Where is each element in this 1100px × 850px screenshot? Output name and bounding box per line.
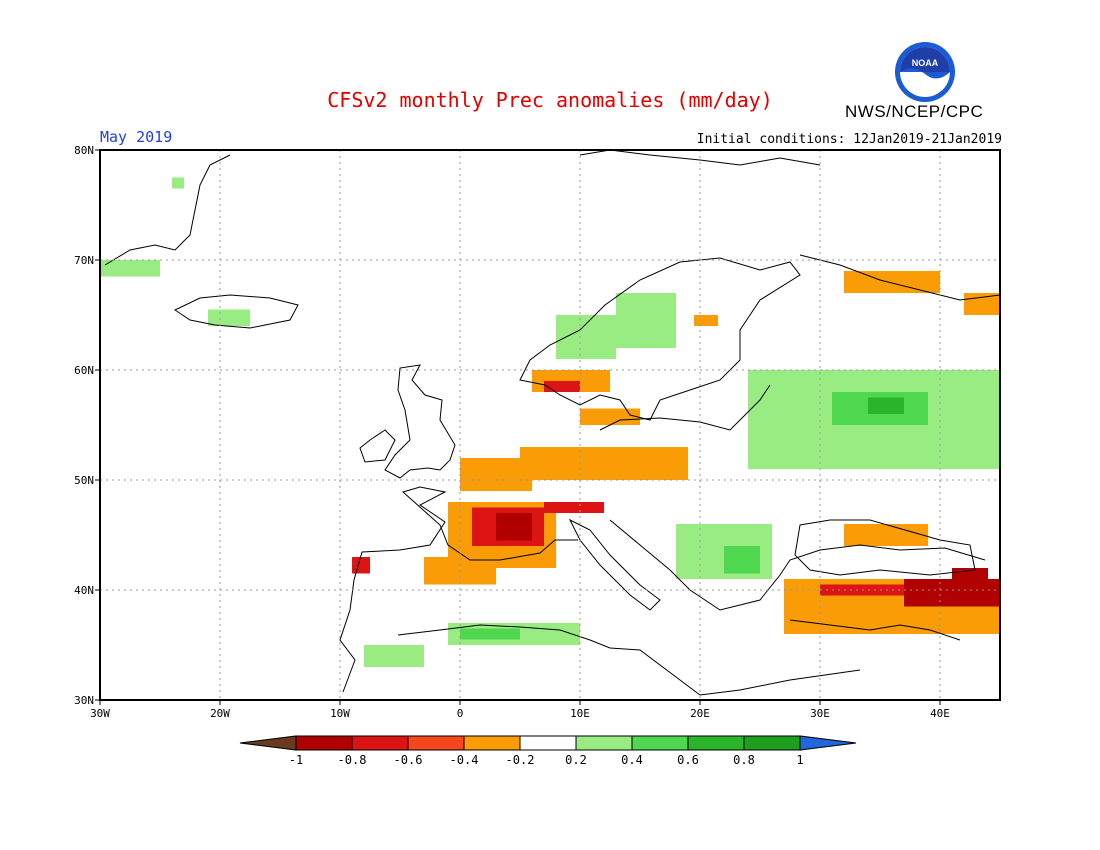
coastline-arctic-russia	[799, 254, 1001, 301]
coastline-turkey-south	[789, 619, 961, 641]
coastline-britain	[384, 364, 456, 479]
anomaly-region	[844, 271, 940, 293]
coastline-italy	[568, 518, 661, 611]
initial-conditions-label: Initial conditions: 12Jan2019-21Jan2019	[696, 132, 1002, 147]
coastline-ireland	[359, 429, 396, 463]
coastline-iberia	[339, 486, 578, 693]
coastline-scandinavia	[519, 257, 801, 421]
longitude-tick-label: 10W	[330, 707, 350, 720]
anomaly-region	[964, 293, 1000, 315]
anomaly-region	[460, 628, 520, 640]
anomaly-region	[520, 447, 688, 480]
latitude-tick-label: 30N	[74, 694, 94, 707]
graticule	[100, 150, 1000, 700]
latitude-tick-label: 40N	[74, 584, 94, 597]
coastline-balkans	[609, 519, 986, 611]
anomaly-region	[952, 568, 988, 590]
anomaly-region	[100, 260, 160, 277]
anomaly-region	[208, 309, 250, 326]
longitude-tick-label: 30W	[90, 707, 110, 720]
noaa-logo-icon: NOAA	[895, 42, 955, 102]
agency-label: NWS/NCEP/CPC	[845, 102, 984, 121]
anomaly-region	[868, 397, 904, 414]
coastline-greenland	[104, 154, 231, 266]
noaa-logo-text: NOAA	[912, 58, 939, 68]
anomaly-region	[172, 177, 184, 189]
longitude-tick-label: 30E	[810, 707, 830, 720]
anomaly-region	[844, 524, 928, 546]
coastline-iceland	[173, 294, 299, 329]
latitude-tick-label: 70N	[74, 254, 94, 267]
forecast-month-label: May 2019	[100, 128, 173, 146]
anomaly-region	[460, 458, 532, 491]
chart-title: CFSv2 monthly Prec anomalies (mm/day)	[327, 88, 773, 112]
anomaly-region	[580, 408, 640, 425]
longitude-tick-label: 0	[457, 707, 464, 720]
anomaly-region	[694, 315, 718, 326]
longitude-tick-label: 10E	[570, 707, 590, 720]
longitude-tick-label: 20W	[210, 707, 230, 720]
latitude-tick-label: 60N	[74, 364, 94, 377]
coastline-layer	[104, 149, 1001, 696]
anomaly-fill-layer	[100, 177, 1000, 667]
anomaly-region	[724, 546, 760, 574]
longitude-tick-labels: 30W 20W 10W 0 10E 20E 30E 40E	[90, 700, 950, 720]
map-frame	[99, 149, 1001, 701]
anomaly-region	[544, 381, 580, 392]
anomaly-region	[544, 502, 604, 513]
coastline-black-sea	[794, 519, 976, 576]
anomaly-region	[364, 645, 424, 667]
anomaly-region	[616, 293, 676, 348]
coastline-north-africa	[397, 624, 861, 696]
latitude-tick-labels: 30N 40N 50N 60N 70N 80N	[74, 144, 100, 707]
anomaly-region	[496, 513, 532, 541]
longitude-tick-label: 40E	[930, 707, 950, 720]
anomaly-region	[352, 557, 370, 574]
coastline-baltic	[599, 384, 771, 431]
latitude-tick-label: 50N	[74, 474, 94, 487]
latitude-tick-label: 80N	[74, 144, 94, 157]
longitude-tick-label: 20E	[690, 707, 710, 720]
